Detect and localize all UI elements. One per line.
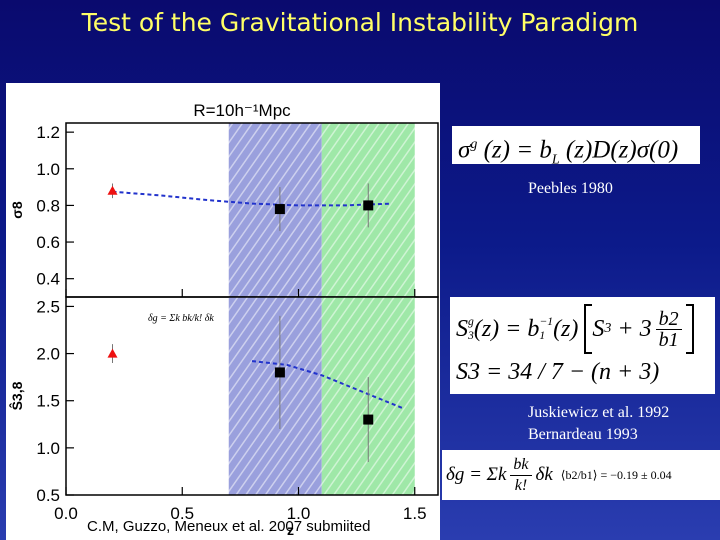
eq1-sub: L	[551, 152, 560, 168]
y-tick-label: 1.2	[36, 123, 60, 142]
b2-b1-value: ⟨b2/b1⟩ = −0.19 ± 0.04	[560, 467, 672, 482]
chart-title: R=10h⁻¹Mpc	[193, 101, 291, 120]
eq3-frac-den: k!	[514, 476, 528, 494]
eq2-s: S	[456, 315, 468, 342]
y-tick-label: 0.5	[36, 486, 60, 505]
sigma-bias-equation: σg (z) = bL (z)D(z)σ(0)	[452, 126, 700, 168]
x-tick-label: 1.5	[403, 504, 427, 523]
y-axis-label-1: Ŝ3,8	[8, 381, 25, 410]
panel-frame-1	[65, 296, 439, 496]
eq2-s-sub: 3	[468, 329, 474, 342]
eq3-lhs: δg = Σk	[446, 464, 507, 485]
juskiewicz-reference: Juskiewicz et al. 1992	[528, 404, 670, 421]
plot-panel: R=10h⁻¹Mpc 0.4 0.6 0.8 1.0 1.2 σ8 0.5 1.0 1.5 2.0 2…	[6, 83, 440, 540]
y-tick-label: 0.8	[36, 196, 60, 215]
model-curve-1	[251, 360, 404, 410]
s3-prediction: S3 = 34 / 7 − (n + 3)	[456, 358, 660, 385]
y-tick-label: 2.5	[36, 297, 60, 316]
eq2-s-sup: g	[468, 315, 474, 328]
eq2-s3: S	[592, 315, 605, 342]
left-bracket-icon	[584, 304, 593, 354]
bernardeau-reference: Bernardeau 1993	[528, 426, 638, 443]
eq1-lhs: σ	[458, 136, 471, 164]
eq3-tail: δk	[535, 464, 553, 485]
y-tick-label: 0.6	[36, 233, 60, 252]
two-panel-chart: R=10h⁻¹Mpc 0.4 0.6 0.8 1.0 1.2 σ8 0.5 1.0 1.5 2.0 2…	[8, 101, 439, 538]
frac-den: b1	[658, 328, 679, 351]
y-axis-label-0: σ8	[9, 201, 25, 219]
data-point-square	[363, 200, 374, 211]
right-bracket-icon	[685, 304, 694, 354]
slide-title: Test of the Gravitational Instability Pa…	[81, 8, 639, 37]
credit-line: C.M, Guzzo, Meneux et al. 2007 submiited	[87, 518, 371, 535]
y-tick-label: 1.0	[36, 160, 60, 179]
data-point-square	[363, 414, 374, 425]
eq1-tail: (z)D(z)σ(0)	[565, 136, 679, 164]
y-tick-label: 0.4	[36, 270, 60, 289]
data-point-square	[274, 367, 285, 378]
bias-expansion-equation: δg = Σk bk k! δk ⟨b2/b1⟩ = −0.19 ± 0.04	[442, 450, 720, 500]
eq2-s3-sub: 3	[604, 321, 612, 336]
y-tick-label: 2.0	[36, 345, 60, 364]
data-point-triangle	[107, 348, 118, 358]
eq2-plus3: + 3	[617, 315, 652, 342]
data-point-square	[274, 204, 285, 215]
eq3-frac-num: bk	[510, 455, 532, 476]
model-curve-0	[112, 190, 392, 207]
x-tick-label: 1.0	[287, 504, 311, 523]
y-tick-label: 1.5	[36, 392, 60, 411]
eq1-rhs: (z) = b	[483, 136, 552, 164]
x-axis-label: z	[287, 522, 294, 538]
eq1-sup: g	[470, 137, 478, 152]
y-tick-label: 1.0	[36, 439, 60, 458]
eq2-bias: (z) = b	[473, 315, 540, 342]
b2-over-b1: b2 b1	[655, 309, 682, 351]
eq3-frac: bk k!	[510, 455, 532, 496]
shaded-band-1-0	[228, 297, 322, 495]
panel-annotation: δg = Σk bk/k! δk	[148, 313, 214, 324]
x-tick-label: 0.5	[170, 504, 194, 523]
peebles-reference: Peebles 1980	[528, 180, 613, 197]
eq2-bias-sup: −1	[539, 315, 554, 328]
eq2-z: (z)	[553, 315, 579, 342]
eq2-bias-sub: 1	[539, 329, 546, 342]
x-tick-label: 0.0	[54, 504, 78, 523]
frac-num: b2	[655, 309, 682, 330]
data-point-triangle	[107, 185, 118, 195]
